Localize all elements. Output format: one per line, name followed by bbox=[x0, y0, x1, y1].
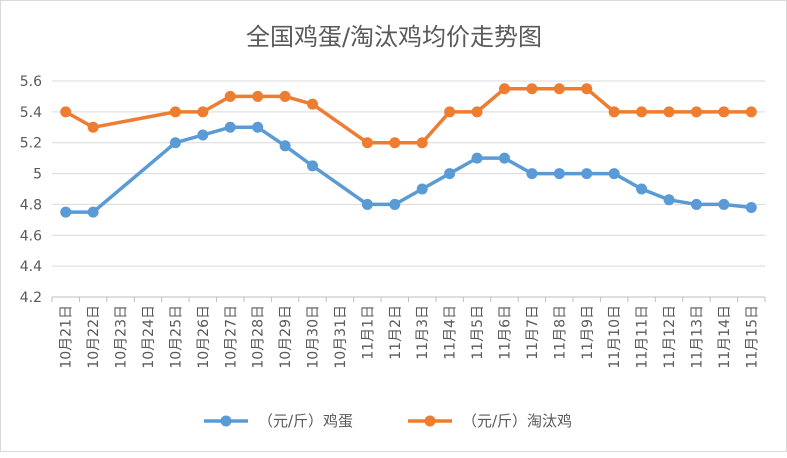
data-point bbox=[581, 83, 593, 95]
data-point bbox=[60, 106, 72, 118]
legend-label-1: （元/斤）鸡蛋 bbox=[258, 412, 353, 430]
data-point bbox=[279, 90, 291, 102]
data-point bbox=[87, 121, 99, 133]
data-point bbox=[471, 152, 483, 164]
data-point bbox=[553, 83, 565, 95]
data-point bbox=[690, 106, 702, 118]
x-tick-label: 11月6日 bbox=[497, 305, 513, 360]
data-point bbox=[471, 106, 483, 118]
x-tick-label: 11月15日 bbox=[744, 305, 760, 369]
series-line-1 bbox=[63, 125, 754, 214]
data-point bbox=[581, 168, 593, 180]
x-tick-label: 11月12日 bbox=[662, 305, 678, 369]
data-point bbox=[252, 90, 264, 102]
y-tick-label: 5.2 bbox=[20, 136, 42, 152]
y-tick-label: 5 bbox=[33, 167, 42, 183]
y-tick-label: 4.6 bbox=[20, 228, 42, 244]
x-tick-label: 10月23日 bbox=[114, 305, 130, 369]
data-point bbox=[279, 140, 291, 152]
data-point bbox=[526, 168, 538, 180]
x-tick-label: 11月4日 bbox=[443, 305, 459, 360]
x-tick-label: 10月28日 bbox=[251, 305, 267, 369]
x-tick-label: 10月26日 bbox=[196, 305, 212, 369]
x-tick-label: 11月14日 bbox=[717, 305, 733, 369]
data-point bbox=[307, 160, 319, 172]
data-point bbox=[416, 137, 428, 149]
x-tick-label: 11月7日 bbox=[525, 305, 541, 360]
data-point bbox=[608, 106, 620, 118]
data-point bbox=[745, 202, 757, 214]
x-tick-label: 10月31日 bbox=[333, 305, 349, 369]
data-point bbox=[252, 121, 264, 133]
x-tick-label: 10月27日 bbox=[223, 305, 239, 369]
x-tick-label: 10月21日 bbox=[59, 305, 75, 369]
y-tick-label: 5.6 bbox=[20, 74, 42, 90]
data-point bbox=[169, 137, 181, 149]
data-point bbox=[169, 106, 181, 118]
data-point bbox=[87, 206, 99, 218]
data-point bbox=[444, 106, 456, 118]
series-line-2 bbox=[63, 86, 754, 145]
x-tick-label: 10月22日 bbox=[86, 305, 102, 369]
data-point bbox=[526, 83, 538, 95]
x-tick-label: 10月30日 bbox=[306, 305, 322, 369]
data-point bbox=[690, 198, 702, 210]
data-point bbox=[718, 106, 730, 118]
x-tick-label: 11月5日 bbox=[470, 305, 486, 360]
data-point bbox=[498, 83, 510, 95]
data-point bbox=[361, 198, 373, 210]
data-point bbox=[498, 152, 510, 164]
data-point bbox=[60, 206, 72, 218]
data-point bbox=[553, 168, 565, 180]
data-point bbox=[361, 137, 373, 149]
data-point bbox=[224, 121, 236, 133]
legend-label-2: （元/斤）淘汰鸡 bbox=[462, 412, 572, 430]
legend-marker-2 bbox=[424, 415, 436, 427]
data-point bbox=[608, 168, 620, 180]
data-point bbox=[636, 106, 648, 118]
x-tick-label: 11月9日 bbox=[580, 305, 596, 360]
data-point bbox=[416, 183, 428, 195]
x-tick-label: 11月2日 bbox=[388, 305, 404, 360]
data-point bbox=[389, 137, 401, 149]
data-point bbox=[197, 106, 209, 118]
data-point bbox=[663, 194, 675, 206]
data-point bbox=[444, 168, 456, 180]
x-tick-label: 11月8日 bbox=[552, 305, 568, 360]
y-tick-label: 4.8 bbox=[20, 197, 42, 213]
chart-title: 全国鸡蛋/淘汰鸡均价走势图 bbox=[246, 23, 542, 51]
data-point bbox=[389, 198, 401, 210]
y-tick-label: 4.2 bbox=[20, 290, 42, 306]
x-tick-label: 11月13日 bbox=[689, 305, 705, 369]
x-tick-label: 10月29日 bbox=[278, 305, 294, 369]
data-point bbox=[745, 106, 757, 118]
x-tick-label: 10月25日 bbox=[168, 305, 184, 369]
x-tick-label: 11月3日 bbox=[415, 305, 431, 360]
data-point bbox=[636, 183, 648, 195]
data-point bbox=[718, 198, 730, 210]
x-tick-label: 11月10日 bbox=[607, 305, 623, 369]
data-point bbox=[663, 106, 675, 118]
data-point bbox=[307, 98, 319, 110]
data-point bbox=[197, 129, 209, 141]
y-tick-label: 4.4 bbox=[20, 259, 42, 275]
y-tick-label: 5.4 bbox=[20, 105, 42, 121]
data-point bbox=[224, 90, 236, 102]
x-tick-label: 10月24日 bbox=[141, 305, 157, 369]
legend-marker-1 bbox=[220, 415, 232, 427]
x-tick-label: 11月11日 bbox=[635, 305, 651, 369]
x-tick-label: 11月1日 bbox=[360, 305, 376, 360]
